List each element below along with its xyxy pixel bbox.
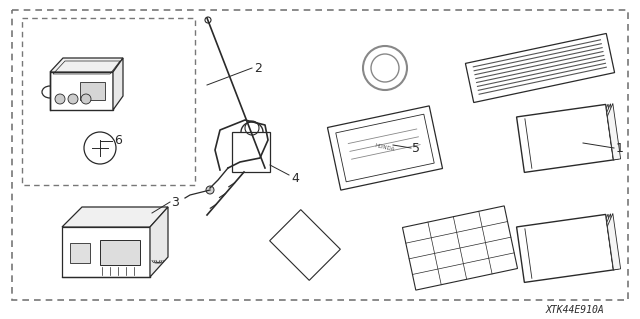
Text: XTK44E910A: XTK44E910A: [546, 305, 604, 315]
Circle shape: [206, 186, 214, 194]
Polygon shape: [113, 58, 123, 110]
Polygon shape: [150, 207, 168, 277]
Polygon shape: [606, 214, 616, 270]
Polygon shape: [607, 104, 618, 160]
Polygon shape: [516, 214, 614, 282]
Text: 5: 5: [412, 142, 420, 154]
Circle shape: [363, 46, 407, 90]
Polygon shape: [516, 104, 614, 172]
Polygon shape: [70, 243, 90, 263]
Text: 4: 4: [291, 172, 299, 184]
Text: 6: 6: [114, 135, 122, 147]
Polygon shape: [50, 58, 123, 72]
Polygon shape: [607, 213, 621, 270]
Circle shape: [84, 132, 116, 164]
Polygon shape: [607, 103, 621, 160]
Polygon shape: [606, 104, 616, 160]
Polygon shape: [100, 240, 140, 265]
Polygon shape: [403, 206, 518, 290]
Circle shape: [205, 17, 211, 23]
Polygon shape: [465, 33, 614, 102]
Polygon shape: [50, 72, 113, 110]
Polygon shape: [80, 82, 105, 100]
Circle shape: [55, 94, 65, 104]
Text: 1: 1: [616, 142, 624, 154]
Circle shape: [371, 54, 399, 82]
Text: 3: 3: [171, 196, 179, 209]
Polygon shape: [269, 210, 340, 280]
Polygon shape: [62, 207, 168, 227]
Circle shape: [81, 94, 91, 104]
Polygon shape: [62, 227, 150, 277]
Text: HONDA: HONDA: [374, 144, 396, 152]
Polygon shape: [328, 106, 442, 190]
Circle shape: [68, 94, 78, 104]
Polygon shape: [232, 132, 270, 172]
Text: 2: 2: [254, 62, 262, 75]
Bar: [22, 18, 195, 185]
Polygon shape: [607, 214, 618, 270]
